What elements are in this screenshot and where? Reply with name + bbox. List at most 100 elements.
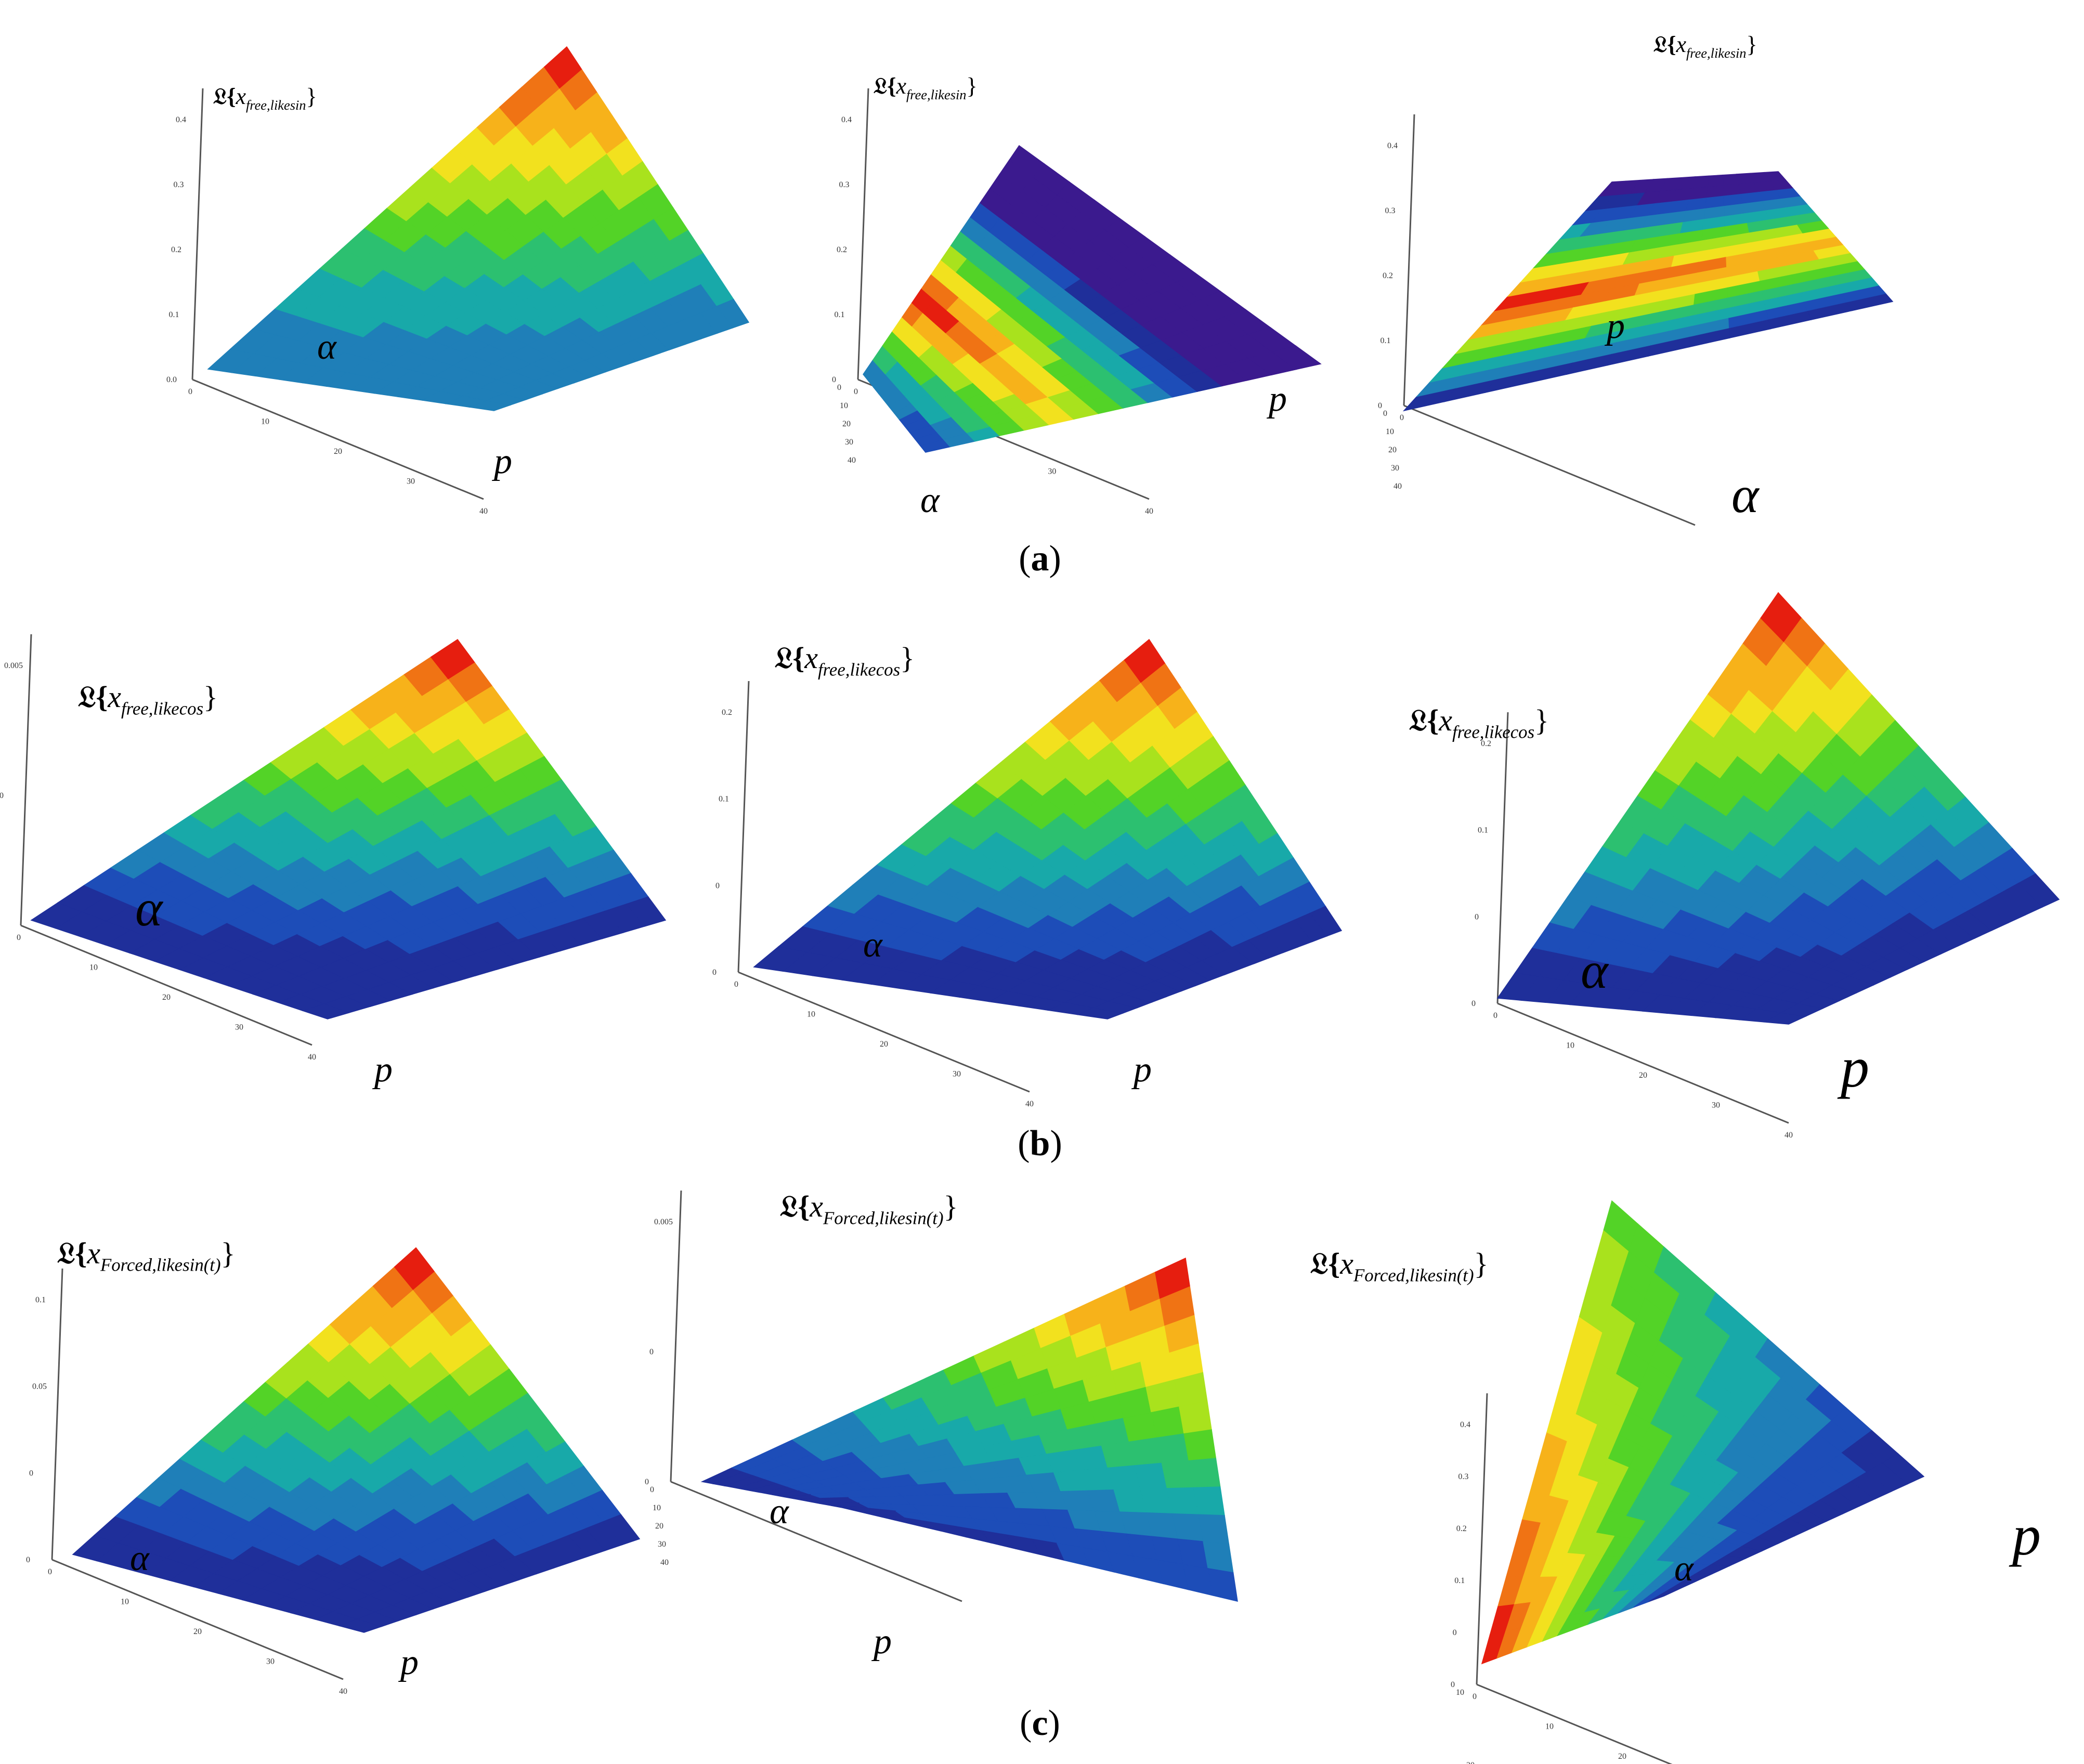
alpha-tick-label: 10 — [653, 1504, 661, 1512]
alpha-tick-label: 0 — [837, 383, 841, 392]
p-tick-label: 20 — [1639, 1071, 1647, 1080]
p-tick-label: 40 — [339, 1687, 347, 1696]
z-tick-label: 0.4 — [841, 115, 852, 124]
p-tick-label: 40 — [1785, 1131, 1793, 1140]
alpha-tick-label: 40 — [848, 456, 856, 465]
z-axis-line — [51, 1268, 63, 1560]
alpha-tick-label: 30 — [658, 1540, 666, 1549]
p-axis-label: p — [398, 1642, 419, 1682]
z-tick-label: 0.3 — [839, 180, 850, 189]
alpha-tick-label: 0 — [650, 1485, 654, 1494]
alpha-tick-label: 10 — [840, 401, 848, 410]
surface-patch — [1128, 1437, 1163, 1466]
p-tick-label: 40 — [1025, 1100, 1034, 1108]
z-tick-label: 0.05 — [32, 1382, 47, 1391]
alpha-tick-label: 30 — [845, 438, 853, 447]
alpha-axis-label: α — [920, 480, 940, 520]
alpha-tick-label: 10 — [1456, 1688, 1464, 1697]
alpha-tick-label: 30 — [1391, 464, 1399, 473]
surface-patch — [626, 896, 667, 927]
surface-patch — [1161, 1460, 1194, 1489]
z-tick-label: 0.005 — [4, 661, 23, 670]
alpha-axis-label: α — [863, 925, 883, 965]
surface — [863, 145, 1322, 453]
z-tick-label: 0.4 — [1387, 141, 1398, 150]
z-tick-label: 0 — [1378, 401, 1382, 410]
z-tick-label: 0 — [715, 881, 720, 890]
alpha-tick-label: 0 — [1383, 409, 1387, 418]
alpha-tick-label: 40 — [660, 1558, 669, 1567]
surface-patch — [1123, 1412, 1157, 1443]
p-axis-line — [1476, 1683, 1673, 1764]
p-tick-label: 20 — [880, 1040, 888, 1049]
p-tick-label: 40 — [1145, 507, 1153, 516]
p-tick-label: 0 — [1473, 1692, 1477, 1701]
p-axis-line — [738, 971, 1030, 1093]
surface — [1402, 171, 1894, 412]
z-axis-label: 𝔏{xfree,likesin} — [213, 84, 317, 113]
p-tick-label: 30 — [953, 1070, 961, 1079]
z-axis-label: 𝔏{xfree,likesin} — [874, 73, 978, 102]
surface — [72, 1247, 641, 1633]
z-axis-line — [1403, 114, 1415, 406]
surface — [1481, 1200, 1925, 1665]
caption-c: (c) — [1020, 1703, 1060, 1743]
z-axis-label: 𝔏{xForced,likesin(t)} — [57, 1236, 235, 1275]
surface — [30, 638, 667, 1020]
alpha-tick-label: 20 — [655, 1522, 663, 1531]
surface-patch — [717, 298, 750, 329]
surface-patch — [603, 1514, 641, 1546]
z-tick-label: 0.3 — [174, 180, 184, 189]
p-tick-label: 20 — [1618, 1752, 1626, 1761]
z-tick-label: 0.2 — [1456, 1524, 1467, 1533]
surface-patch — [1723, 183, 1742, 196]
alpha-tick-label: 20 — [1388, 446, 1397, 454]
surface-patch — [1156, 1433, 1190, 1464]
surface-patch — [2018, 873, 2060, 908]
z-tick-label: 0.1 — [719, 795, 729, 804]
z-tick-label: 0.1 — [1454, 1576, 1465, 1585]
alpha-axis-label: α — [135, 879, 164, 937]
z-tick-label: 0.0 — [166, 375, 177, 384]
z-tick-label: 0.2 — [1383, 271, 1393, 280]
p-axis-label: p — [1837, 1036, 1869, 1099]
p-tick-label: 20 — [193, 1627, 202, 1636]
z-axis-line — [1496, 712, 1509, 1004]
p-tick-label: 10 — [121, 1598, 129, 1606]
p-axis-label: p — [1604, 306, 1625, 346]
z-axis-line — [20, 634, 32, 926]
surface-patch — [1203, 1541, 1234, 1573]
p-axis-line — [1497, 1002, 1789, 1124]
p-tick-label: 30 — [235, 1023, 243, 1032]
surface-patch — [1183, 1429, 1217, 1461]
subplot-b-3: 0 0 0.1 0.2 0 10 20 30 40 𝔏{xfree,likecos} p α — [1409, 592, 2060, 1140]
p-tick-label: 10 — [89, 963, 98, 972]
surface — [753, 638, 1343, 1020]
alpha-axis-label: α — [770, 1492, 789, 1532]
z-tick-label: 0.2 — [1481, 739, 1491, 748]
p-tick-label: 40 — [308, 1053, 316, 1062]
p-axis-label: p — [2009, 1504, 2041, 1567]
z-tick-label: 0.1 — [169, 310, 179, 319]
p-tick-label: 0 — [17, 933, 21, 942]
z-axis-label: 𝔏{xfree,likecos} — [78, 680, 218, 719]
p-axis-line — [51, 1559, 344, 1680]
p-axis-line — [1403, 404, 1696, 526]
p-axis-line — [670, 1481, 962, 1602]
alpha-tick-label: 10 — [1386, 427, 1394, 436]
p-tick-label: 0 — [188, 387, 192, 396]
p-axis-label: p — [1131, 1050, 1152, 1090]
z-tick-label: 0.2 — [837, 245, 847, 254]
z-tick-label: 0.4 — [176, 115, 186, 124]
subplot-c-1: 0 0 0.05 0.1 0 10 20 30 40 𝔏{xForced,likesin(t)} p… — [26, 1236, 641, 1696]
surface-patch — [1179, 1401, 1212, 1434]
surface-patch — [1271, 345, 1322, 370]
alpha-tick-label: 20 — [842, 420, 851, 428]
subplot-a-2: 00.10.20.30.40203040010203040𝔏{xfree,lik… — [832, 73, 1322, 520]
surface-patch — [1707, 174, 1724, 187]
surface-patch — [1309, 906, 1343, 937]
z-axis-label: 𝔏{xfree,likesin} — [1653, 32, 1757, 61]
surface-patch — [1722, 174, 1740, 186]
z-axis-line — [1476, 1393, 1488, 1685]
p-tick-label: 10 — [1545, 1722, 1554, 1731]
